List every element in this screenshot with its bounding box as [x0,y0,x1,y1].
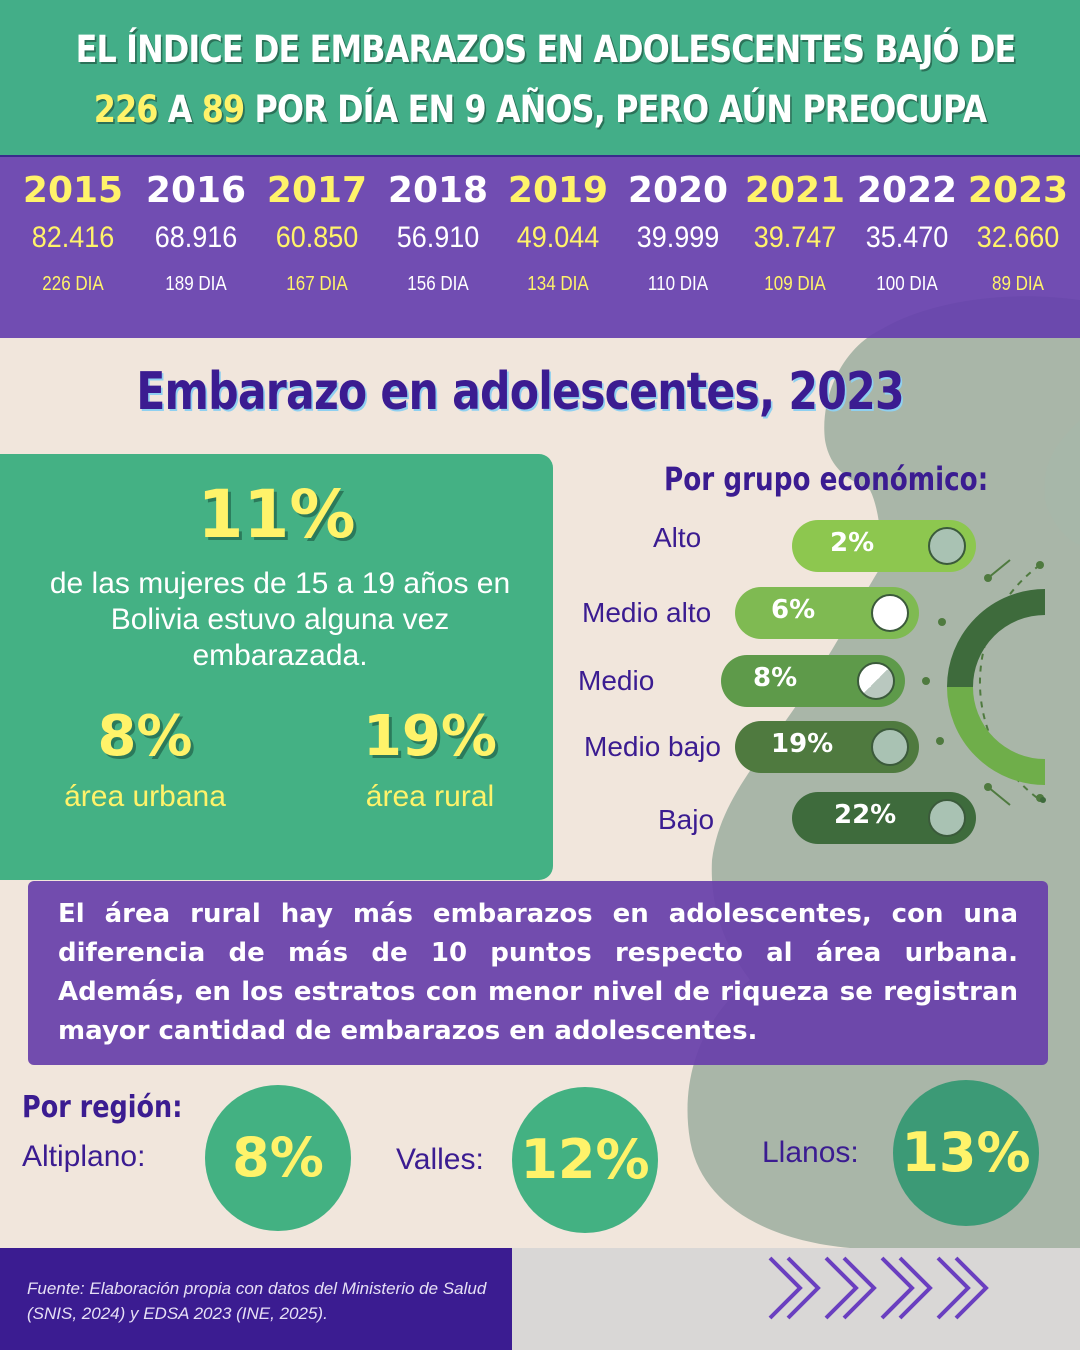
year-value: 49.044 [516,221,600,254]
eco-label-bajo: Bajo [658,804,715,835]
region-pct-altiplano: 8% [232,1126,324,1189]
eco-pill-medio-alto: 6% [735,587,919,639]
footer-source: Fuente: Elaboración propia con datos del… [0,1248,512,1350]
headline-to-value: 89 [201,88,245,131]
source-text: Fuente: Elaboración propia con datos del… [27,1279,487,1323]
region-circle-valles: 12% [512,1087,658,1233]
conclusion-text: El área rural hay más embarazos en adole… [58,899,1018,1046]
region-label-altiplano: Altiplano: [22,1140,146,1173]
conclusion-box: El área rural hay más embarazos en adole… [28,881,1048,1065]
chevron-arrows-icon [768,1256,989,1320]
urban-label: área urbana [64,780,226,813]
eco-pct: 19% [771,729,834,759]
eco-label-medio-bajo: Medio bajo [584,731,721,762]
eco-pct: 2% [830,528,875,558]
section-title: Embarazo en adolescentes, 2023 [136,362,904,422]
year-per-day: 134 DIA [527,273,589,295]
headline-line-2: 226 A 89 POR DÍA EN 9 AÑOS, PERO AÚN PRE… [76,88,1005,131]
eco-label-medio-alto: Medio alto [582,597,712,628]
region-label-llanos: Llanos: [762,1136,859,1169]
headline-connector: A [157,88,202,131]
year-value: 32.660 [976,221,1060,254]
economic-group-title: Por grupo económico: [664,460,989,498]
year-per-day: 226 DIA [42,273,104,295]
year-value: 35.470 [865,221,949,254]
year-value: 82.416 [31,221,115,254]
year-value: 39.999 [636,221,720,254]
year-label: 2015 [22,170,124,211]
eco-pct: 22% [834,800,897,830]
year-per-day: 100 DIA [876,273,938,295]
year-label: 2018 [387,170,489,211]
yearly-stats-band: 2015 82.416 226 DIA 2016 68.916 189 DIA … [0,157,1080,338]
year-label: 2020 [627,170,729,211]
eco-pct: 6% [771,595,816,625]
region-circle-llanos: 13% [893,1080,1039,1226]
main-description: de las mujeres de 15 a 19 años en Bolivi… [49,567,511,672]
year-per-day: 110 DIA [647,273,709,295]
region-pct-valles: 12% [520,1128,650,1191]
toggle-knob-icon [871,594,909,632]
year-value: 60.850 [275,221,359,254]
main-percentage: 11% [197,476,356,553]
region-pct-llanos: 13% [901,1121,1031,1184]
year-value: 39.747 [753,221,837,254]
year-label: 2017 [266,170,368,211]
year-label: 2022 [856,170,958,211]
rural-percentage: 19% [362,704,498,769]
headline-rest: POR DÍA EN 9 AÑOS, PERO AÚN PREOCUPA [244,88,988,131]
year-per-day: 89 DIA [992,273,1044,295]
year-per-day: 189 DIA [165,273,227,295]
year-value: 56.910 [396,221,480,254]
year-label: 2019 [507,170,609,211]
header-banner: EL ÍNDICE DE EMBARAZOS EN ADOLESCENTES B… [0,0,1080,157]
eco-label-medio: Medio [578,665,655,696]
headline-from-value: 226 [93,88,159,131]
year-label: 2016 [145,170,247,211]
year-label: 2023 [967,170,1069,211]
headline-line-1: EL ÍNDICE DE EMBARAZOS EN ADOLESCENTES B… [75,28,1017,71]
year-per-day: 156 DIA [407,273,469,295]
region-circle-altiplano: 8% [205,1085,351,1231]
year-per-day: 109 DIA [764,273,826,295]
region-label-valles: Valles: [396,1143,484,1176]
toggle-knob-icon [928,799,966,837]
eco-pill-medio: 8% [721,655,905,707]
eco-pill-alto: 2% [792,520,976,572]
toggle-knob-icon [871,728,909,766]
toggle-knob-icon [857,662,895,700]
year-label: 2021 [744,170,846,211]
summary-card: 11% de las mujeres de 15 a 19 años en Bo… [0,454,553,880]
region-title: Por región: [22,1090,183,1125]
urban-percentage: 8% [97,704,193,769]
eco-pill-bajo: 22% [792,792,976,844]
year-value: 68.916 [154,221,238,254]
eco-pill-medio-bajo: 19% [735,721,919,773]
eco-label-alto: Alto [653,522,702,553]
rural-label: área rural [365,780,495,813]
economic-connector-graphic [922,559,1046,806]
year-per-day: 167 DIA [286,273,348,295]
toggle-knob-icon [928,527,966,565]
eco-pct: 8% [753,663,798,693]
